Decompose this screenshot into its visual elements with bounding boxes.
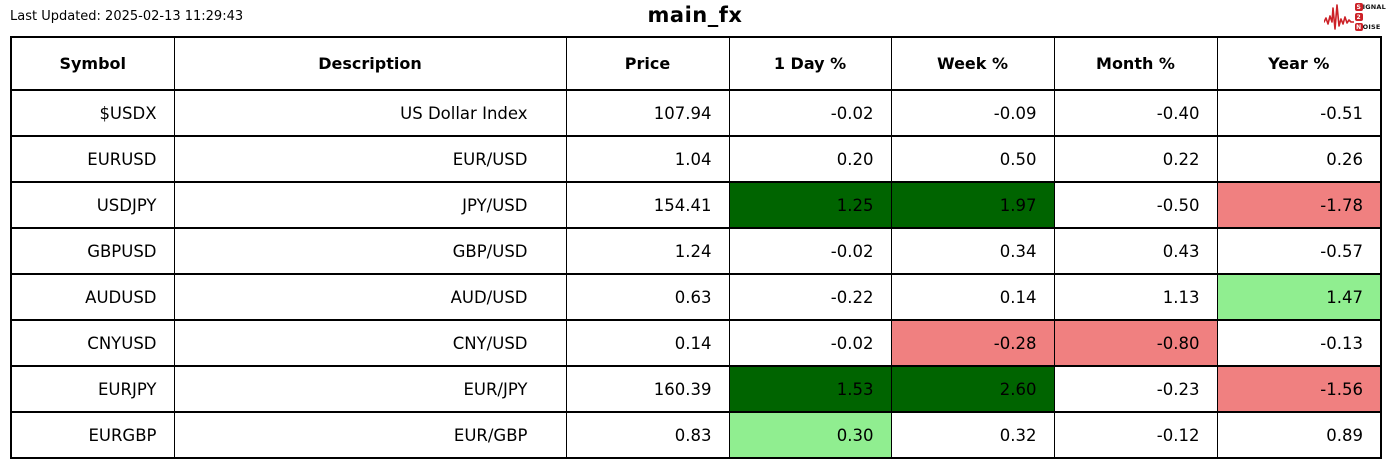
week-pct-cell: 2.60 bbox=[890, 365, 1055, 413]
month-pct-cell: -0.23 bbox=[1053, 365, 1218, 413]
year-pct-cell: 0.89 bbox=[1216, 411, 1382, 459]
month-pct-cell: -0.40 bbox=[1053, 89, 1218, 137]
logo-letter-2: 2 bbox=[1354, 13, 1363, 21]
logo-text: S IGNAL 2 N OISE bbox=[1354, 2, 1386, 32]
column-header-month-pct: Month % bbox=[1053, 36, 1218, 91]
day-pct-cell: -0.02 bbox=[728, 227, 892, 275]
table-row: AUDUSD AUD/USD 0.63 -0.22 0.14 1.13 1.47 bbox=[10, 273, 1382, 321]
signal2noise-logo: S IGNAL 2 N OISE bbox=[1323, 2, 1386, 32]
month-pct-cell: 0.22 bbox=[1053, 135, 1218, 183]
table-row: EURJPY EUR/JPY 160.39 1.53 2.60 -0.23 -1.56 bbox=[10, 365, 1382, 413]
description-cell: CNY/USD bbox=[173, 319, 567, 367]
day-pct-cell: -0.02 bbox=[728, 319, 892, 367]
month-pct-cell: 0.43 bbox=[1053, 227, 1218, 275]
year-pct-cell: -0.13 bbox=[1216, 319, 1382, 367]
day-pct-cell: 1.25 bbox=[728, 181, 892, 229]
year-pct-cell: -0.51 bbox=[1216, 89, 1382, 137]
table-row: EURGBP EUR/GBP 0.83 0.30 0.32 -0.12 0.89 bbox=[10, 411, 1382, 459]
week-pct-cell: 0.14 bbox=[890, 273, 1055, 321]
year-pct-cell: -1.78 bbox=[1216, 181, 1382, 229]
year-pct-cell: 1.47 bbox=[1216, 273, 1382, 321]
description-cell: EUR/GBP bbox=[173, 411, 567, 459]
month-pct-cell: 1.13 bbox=[1053, 273, 1218, 321]
month-pct-cell: -0.80 bbox=[1053, 319, 1218, 367]
day-pct-cell: 0.30 bbox=[728, 411, 892, 459]
column-header-symbol: Symbol bbox=[10, 36, 175, 91]
month-pct-cell: -0.12 bbox=[1053, 411, 1218, 459]
last-updated-timestamp: Last Updated: 2025-02-13 11:29:43 bbox=[10, 9, 244, 24]
price-cell: 0.63 bbox=[565, 273, 730, 321]
description-cell: JPY/USD bbox=[173, 181, 567, 229]
column-header-day-pct: 1 Day % bbox=[728, 36, 892, 91]
symbol-cell: $USDX bbox=[10, 89, 175, 137]
month-pct-cell: -0.50 bbox=[1053, 181, 1218, 229]
price-cell: 160.39 bbox=[565, 365, 730, 413]
page-title: main_fx bbox=[647, 3, 743, 27]
description-cell: EUR/JPY bbox=[173, 365, 567, 413]
table-row: $USDX US Dollar Index 107.94 -0.02 -0.09 -0.4… bbox=[10, 89, 1382, 137]
table-row: GBPUSD GBP/USD 1.24 -0.02 0.34 0.43 -0.57 bbox=[10, 227, 1382, 275]
logo-letter-s: S bbox=[1354, 3, 1363, 11]
week-pct-cell: 0.50 bbox=[890, 135, 1055, 183]
week-pct-cell: -0.28 bbox=[890, 319, 1055, 367]
logo-line-noise: N OISE bbox=[1354, 22, 1381, 31]
symbol-cell: GBPUSD bbox=[10, 227, 175, 275]
price-cell: 154.41 bbox=[565, 181, 730, 229]
logo-line-signal: S IGNAL bbox=[1354, 2, 1386, 11]
price-cell: 1.04 bbox=[565, 135, 730, 183]
column-header-year-pct: Year % bbox=[1216, 36, 1382, 91]
header-row: Symbol Description Price 1 Day % Week % … bbox=[10, 36, 1382, 91]
column-header-price: Price bbox=[565, 36, 730, 91]
column-header-description: Description bbox=[173, 36, 567, 91]
symbol-cell: USDJPY bbox=[10, 181, 175, 229]
description-cell: GBP/USD bbox=[173, 227, 567, 275]
day-pct-cell: 1.53 bbox=[728, 365, 892, 413]
week-pct-cell: 1.97 bbox=[890, 181, 1055, 229]
fx-table: Symbol Description Price 1 Day % Week % … bbox=[10, 36, 1382, 459]
week-pct-cell: -0.09 bbox=[890, 89, 1055, 137]
column-header-week-pct: Week % bbox=[890, 36, 1055, 91]
symbol-cell: CNYUSD bbox=[10, 319, 175, 367]
year-pct-cell: -1.56 bbox=[1216, 365, 1382, 413]
week-pct-cell: 0.34 bbox=[890, 227, 1055, 275]
year-pct-cell: -0.57 bbox=[1216, 227, 1382, 275]
logo-letter-n: N bbox=[1354, 23, 1363, 31]
fx-table-body: $USDX US Dollar Index 107.94 -0.02 -0.09 -0.4… bbox=[10, 89, 1382, 459]
symbol-cell: AUDUSD bbox=[10, 273, 175, 321]
fx-table-header: Symbol Description Price 1 Day % Week % … bbox=[10, 36, 1382, 91]
symbol-cell: EURJPY bbox=[10, 365, 175, 413]
logo-line-2: 2 bbox=[1354, 12, 1386, 22]
price-cell: 0.83 bbox=[565, 411, 730, 459]
day-pct-cell: -0.22 bbox=[728, 273, 892, 321]
price-cell: 1.24 bbox=[565, 227, 730, 275]
day-pct-cell: -0.02 bbox=[728, 89, 892, 137]
symbol-cell: EURGBP bbox=[10, 411, 175, 459]
description-cell: US Dollar Index bbox=[173, 89, 567, 137]
day-pct-cell: 0.20 bbox=[728, 135, 892, 183]
year-pct-cell: 0.26 bbox=[1216, 135, 1382, 183]
top-bar: Last Updated: 2025-02-13 11:29:43 main_f… bbox=[0, 0, 1390, 36]
table-row: EURUSD EUR/USD 1.04 0.20 0.50 0.22 0.26 bbox=[10, 135, 1382, 183]
price-cell: 0.14 bbox=[565, 319, 730, 367]
description-cell: AUD/USD bbox=[173, 273, 567, 321]
table-row: USDJPY JPY/USD 154.41 1.25 1.97 -0.50 -1.78 bbox=[10, 181, 1382, 229]
price-cell: 107.94 bbox=[565, 89, 730, 137]
symbol-cell: EURUSD bbox=[10, 135, 175, 183]
description-cell: EUR/USD bbox=[173, 135, 567, 183]
week-pct-cell: 0.32 bbox=[890, 411, 1055, 459]
waveform-icon bbox=[1323, 4, 1354, 30]
table-row: CNYUSD CNY/USD 0.14 -0.02 -0.28 -0.80 -0.13 bbox=[10, 319, 1382, 367]
